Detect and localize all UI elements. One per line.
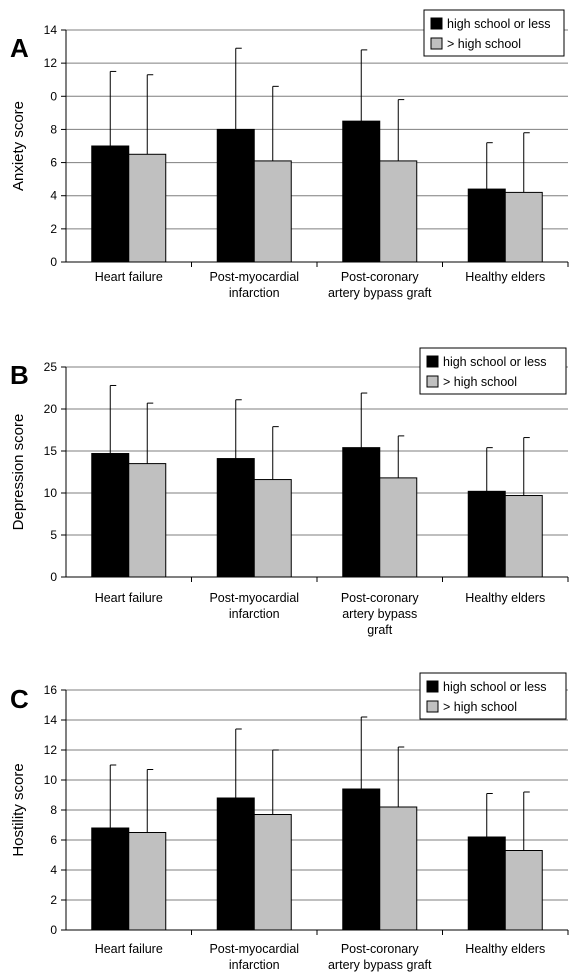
bar xyxy=(342,447,381,578)
chart-panel-b: 0 5 10 15 20 25 Heart failure Post-myocardial in… xyxy=(10,347,569,637)
bar xyxy=(504,191,543,263)
legend-swatch xyxy=(426,355,439,368)
bar xyxy=(467,836,506,931)
bar xyxy=(379,160,418,263)
legend-label: high school or less xyxy=(443,680,547,694)
y-tick-label: 15 xyxy=(44,444,58,458)
bar xyxy=(342,788,381,931)
y-axis-label: Anxiety score xyxy=(10,101,27,191)
bar xyxy=(467,490,506,578)
y-tick-label: 4 xyxy=(50,189,57,203)
y-tick-label: 14 xyxy=(44,23,58,37)
legend-box xyxy=(419,672,567,720)
chart-panel-a: 0 2 4 6 8 0 12 14 Heart failure Post-myocardial in… xyxy=(10,9,569,300)
bar xyxy=(253,814,292,931)
legend: high school or less > high school xyxy=(419,347,567,395)
x-category-label: Heart failure xyxy=(95,270,163,284)
bar xyxy=(216,458,255,578)
bar xyxy=(91,145,130,263)
bar xyxy=(253,479,292,578)
y-tick-label: 8 xyxy=(50,803,57,817)
bar xyxy=(504,495,543,578)
legend-label: high school or less xyxy=(447,17,551,31)
legend-label: > high school xyxy=(443,375,517,389)
legend-box xyxy=(423,9,565,57)
legend-label: > high school xyxy=(443,700,517,714)
legend-swatch xyxy=(426,375,439,388)
x-category-label: Post-coronary artery bypass graft xyxy=(328,270,432,300)
bar xyxy=(379,806,418,931)
bar xyxy=(504,850,543,931)
y-tick-label: 10 xyxy=(44,773,58,787)
bar xyxy=(91,827,130,931)
x-category-label: Post-coronary artery bypass graft xyxy=(341,591,420,637)
y-tick-label: 6 xyxy=(50,833,57,847)
legend-label: high school or less xyxy=(443,355,547,369)
y-tick-label: 20 xyxy=(44,402,58,416)
legend-swatch xyxy=(430,17,443,30)
bar xyxy=(253,160,292,263)
legend-swatch xyxy=(426,680,439,693)
bar xyxy=(128,153,167,263)
x-category-label: Heart failure xyxy=(95,591,163,605)
y-tick-label: 0 xyxy=(50,570,57,584)
bar xyxy=(216,128,255,263)
legend-label: > high school xyxy=(447,37,521,51)
y-tick-label: 12 xyxy=(44,743,58,757)
x-category-label: Post-myocardial infarction xyxy=(209,270,299,300)
y-axis-label: Depression score xyxy=(10,414,27,531)
y-tick-label: 0 xyxy=(50,255,57,269)
y-tick-label: 16 xyxy=(44,683,58,697)
y-tick-label: 25 xyxy=(44,360,58,374)
y-tick-label: 0 xyxy=(50,89,57,103)
y-tick-label: 5 xyxy=(50,528,57,542)
bar xyxy=(91,453,130,578)
y-tick-label: 6 xyxy=(50,156,57,170)
x-category-label: Post-coronary artery bypass graft xyxy=(328,942,432,972)
y-tick-label: 4 xyxy=(50,863,57,877)
bar xyxy=(128,832,167,931)
x-category-label: Healthy elders xyxy=(465,942,545,956)
bar xyxy=(128,463,167,578)
legend-swatch xyxy=(426,700,439,713)
legend-box xyxy=(419,347,567,395)
bar xyxy=(342,120,381,263)
bar xyxy=(467,188,506,263)
y-tick-label: 2 xyxy=(50,893,57,907)
y-tick-label: 14 xyxy=(44,713,58,727)
y-tick-label: 12 xyxy=(44,56,58,70)
panel-label: B xyxy=(10,360,29,390)
legend: high school or less > high school xyxy=(419,672,567,720)
panel-label: C xyxy=(10,684,29,714)
y-tick-label: 0 xyxy=(50,923,57,937)
x-category-label: Post-myocardial infarction xyxy=(209,942,299,972)
y-tick-label: 2 xyxy=(50,222,57,236)
x-category-label: Heart failure xyxy=(95,942,163,956)
bar xyxy=(379,477,418,578)
x-category-label: Healthy elders xyxy=(465,270,545,284)
y-axis-label: Hostility score xyxy=(10,763,27,856)
x-category-label: Post-myocardial infarction xyxy=(209,591,299,621)
legend-swatch xyxy=(430,37,443,50)
bar xyxy=(216,797,255,931)
y-tick-label: 10 xyxy=(44,486,58,500)
y-tick-label: 8 xyxy=(50,122,57,136)
chart-panel-c: 0 2 4 6 8 10 12 14 16 Heart failure Post-myocardia… xyxy=(10,672,569,972)
legend: high school or less > high school xyxy=(423,9,565,57)
panel-label: A xyxy=(10,33,29,63)
x-category-label: Healthy elders xyxy=(465,591,545,605)
